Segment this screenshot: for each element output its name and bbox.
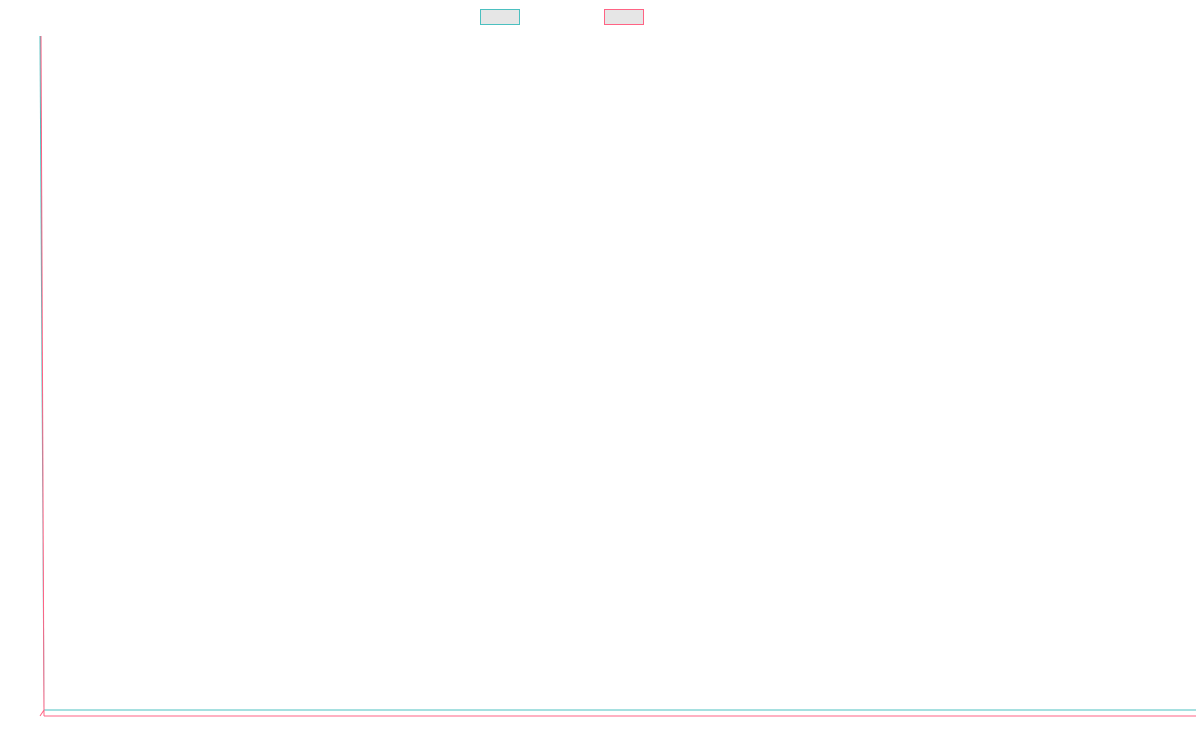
chart-legend xyxy=(0,9,1200,27)
legend-swatch-series-1[interactable] xyxy=(480,9,520,25)
series-1-axes xyxy=(39,35,1196,711)
legend-swatch-series-2[interactable] xyxy=(604,9,644,25)
series-2-corner-tick xyxy=(39,709,45,717)
series-2-axes xyxy=(39,35,1196,717)
series-2-y-axis xyxy=(40,35,45,717)
